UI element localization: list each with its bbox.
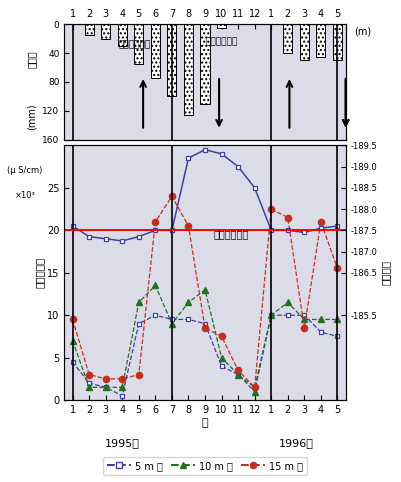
Bar (316, 24, 325, 57)
Text: 下方地下水流: 下方地下水流 (205, 37, 237, 46)
Bar (299, 24, 308, 60)
Text: 1996年: 1996年 (278, 438, 313, 448)
Text: 降水量: 降水量 (27, 50, 37, 67)
Bar (283, 24, 292, 53)
Bar (101, 24, 110, 39)
Bar (84, 24, 93, 35)
Bar (117, 24, 126, 46)
Bar (134, 24, 143, 64)
Bar (217, 24, 225, 28)
Bar (183, 24, 192, 115)
Text: (m): (m) (353, 27, 370, 37)
Bar (332, 24, 341, 60)
Text: 上方地下水流: 上方地下水流 (118, 40, 150, 50)
Bar (200, 24, 209, 104)
Bar (167, 24, 176, 96)
Y-axis label: 地下水位: 地下水位 (379, 260, 389, 285)
Legend: 5 m 井, 10 m 井, 15 m 井: 5 m 井, 10 m 井, 15 m 井 (103, 457, 306, 475)
X-axis label: 月: 月 (201, 418, 208, 428)
Text: (mm): (mm) (27, 103, 37, 130)
Text: デッドレベル: デッドレベル (213, 229, 248, 239)
Bar (150, 24, 160, 79)
Text: 1995年: 1995年 (105, 438, 139, 448)
Y-axis label: 電気伝導度: 電気伝導度 (34, 257, 44, 288)
Text: ×10³: ×10³ (14, 191, 35, 200)
Text: (μ S/cm): (μ S/cm) (7, 166, 43, 175)
